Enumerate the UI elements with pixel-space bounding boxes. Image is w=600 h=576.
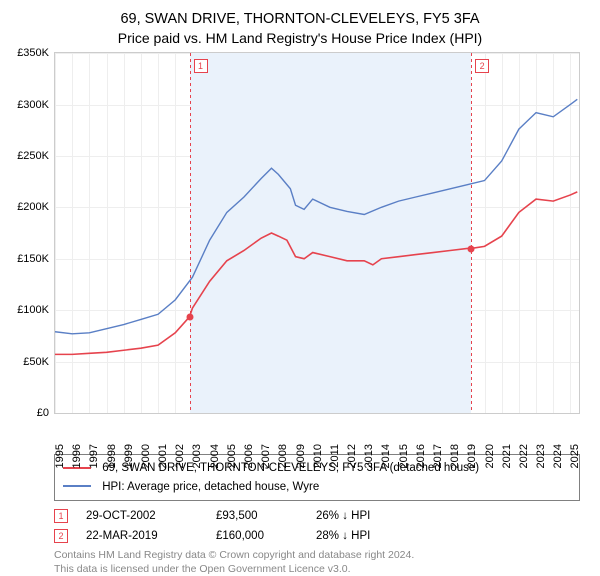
- sale-pct: 26% ↓ HPI: [316, 510, 436, 522]
- sale-date: 29-OCT-2002: [86, 510, 216, 522]
- sale-price: £160,000: [216, 530, 316, 542]
- sale-price: £93,500: [216, 510, 316, 522]
- attribution: Contains HM Land Registry data © Crown c…: [54, 549, 580, 576]
- y-axis: £0£50K£100K£150K£200K£250K£300K£350K: [15, 53, 53, 413]
- attribution-line: Contains HM Land Registry data © Crown c…: [54, 549, 580, 563]
- sale-date: 22-MAR-2019: [86, 530, 216, 542]
- chart-plot-area: £0£50K£100K£150K£200K£250K£300K£350K 12: [54, 52, 580, 414]
- page-subtitle: Price paid vs. HM Land Registry's House …: [14, 30, 586, 46]
- legend-swatch: [63, 485, 91, 487]
- page-title: 69, SWAN DRIVE, THORNTON-CLEVELEYS, FY5 …: [14, 10, 586, 28]
- sale-pct: 28% ↓ HPI: [316, 530, 436, 542]
- attribution-line: This data is licensed under the Open Gov…: [54, 563, 580, 576]
- x-axis: 1995199619971998199920002001200220032004…: [54, 414, 580, 448]
- sale-row: 2 22-MAR-2019 £160,000 28% ↓ HPI: [54, 529, 580, 543]
- sale-row: 1 29-OCT-2002 £93,500 26% ↓ HPI: [54, 509, 580, 523]
- legend-item: HPI: Average price, detached house, Wyre: [63, 478, 571, 496]
- legend-label: HPI: Average price, detached house, Wyre: [102, 481, 319, 493]
- sales-table: 1 29-OCT-2002 £93,500 26% ↓ HPI 2 22-MAR…: [54, 509, 580, 543]
- sale-marker: 2: [54, 529, 68, 543]
- sale-marker: 1: [54, 509, 68, 523]
